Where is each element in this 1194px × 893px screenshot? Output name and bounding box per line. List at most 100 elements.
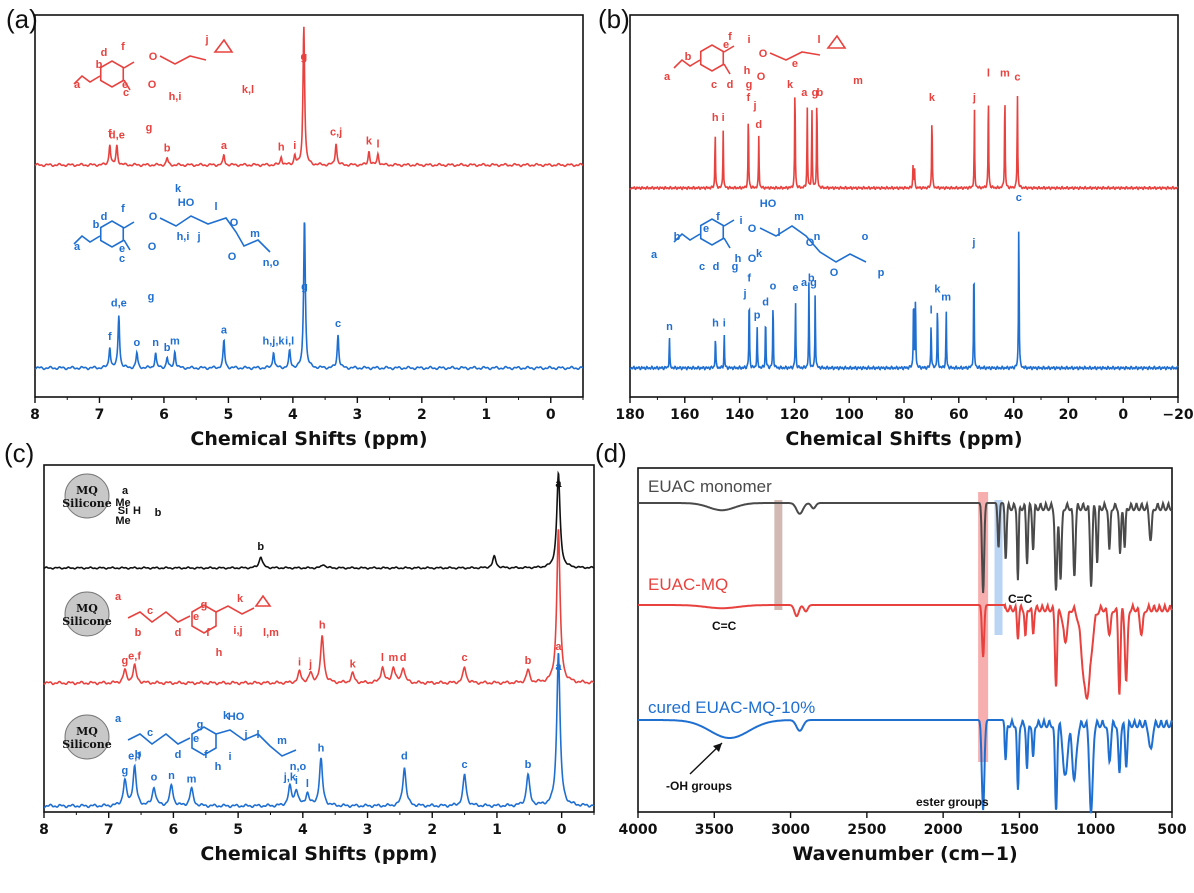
x-tick-label: 7 [95, 407, 105, 423]
x-axis-label: Wavenumber (cm−1) [792, 843, 1017, 865]
x-tick-label: 3 [352, 407, 362, 423]
x-tick-label: 0 [546, 407, 556, 423]
x-tick-label: 120 [780, 407, 809, 423]
structure-label: m [794, 211, 804, 223]
structure-label: e [703, 223, 709, 235]
peak-label: d,e [111, 298, 127, 310]
peak-label: d [755, 119, 762, 131]
spectrum-line-black [43, 470, 595, 570]
structure-label: a [74, 79, 81, 91]
structure-atom: O [228, 251, 237, 263]
plot-frame [629, 14, 1179, 398]
peak-label: i [723, 318, 726, 330]
structure-label: d [727, 79, 734, 91]
annotation-cc: C=C [1008, 592, 1033, 606]
x-tick-label: 20 [1059, 407, 1079, 423]
structure-label: a [664, 71, 671, 83]
peak-label: h [319, 620, 326, 632]
peak-label: m [187, 773, 197, 785]
peak-label: e [792, 58, 798, 70]
peak-label: d [400, 652, 407, 664]
structure-label: h,i [177, 231, 190, 243]
peak-label: n [168, 770, 175, 782]
plot-frame [34, 14, 584, 398]
chain [127, 610, 191, 624]
peak-label: o [133, 337, 140, 349]
x-tick-label: 5 [224, 407, 234, 423]
peak-label: n [666, 321, 673, 333]
structure-atom: O [149, 211, 158, 223]
x-tick-label: 140 [725, 407, 754, 423]
structure-label: m [853, 75, 863, 87]
structure-label: f [206, 627, 210, 639]
structure-label: g [146, 122, 153, 134]
structure-atom: O [748, 253, 757, 265]
silicone-label: Silicone [62, 615, 112, 628]
structure-label: d [101, 211, 108, 223]
x-tick-label: 7 [104, 822, 114, 838]
peak-label: b [525, 655, 532, 667]
chart-b: 180 160 140 120 100 80 60 40 20 0 −20 Chemical Shif… [615, 14, 1194, 450]
peak-label: b [164, 342, 171, 354]
mq-label: MQ [76, 484, 98, 497]
chain [127, 732, 191, 746]
structure-label: n,o [290, 761, 307, 773]
structure-label: g [732, 261, 739, 273]
structure-label: j [752, 100, 756, 112]
peak-label: a [221, 140, 228, 152]
x-tick-label: 160 [670, 407, 699, 423]
x-tick-label: 500 [1157, 822, 1186, 838]
structure-atom: HO [760, 198, 777, 210]
x-tick-label: 3000 [771, 822, 810, 838]
structure-label: a [115, 713, 122, 725]
x-tick-label: −20 [1162, 407, 1193, 423]
peak-label: c [1016, 192, 1022, 204]
panel-label-d: (d) [595, 438, 627, 468]
highlight-band [994, 500, 1003, 635]
structure-label: g [197, 719, 204, 731]
peak-label: l [381, 652, 384, 664]
ir-spectrum-2 [638, 716, 1173, 814]
peak-label: b [808, 272, 815, 284]
structure-label: j [742, 288, 746, 300]
peak-label: e [792, 282, 798, 294]
structure-label: c [699, 261, 705, 273]
structure-atom: O [748, 223, 757, 235]
structure-label: d [101, 47, 108, 59]
structure-label: c [147, 605, 153, 617]
structure-label: e [122, 79, 128, 91]
peak-label: l [306, 778, 309, 790]
peak-label: c [462, 652, 468, 664]
structure-label: h [735, 253, 742, 265]
peak-label: f [747, 92, 751, 104]
ir-spectrum-1 [638, 601, 1173, 701]
x-tick-label: 5 [233, 822, 243, 838]
peak-label: c [462, 759, 468, 771]
structure-label: a [651, 249, 658, 261]
structure-label: b [96, 59, 103, 71]
structure-label: f [204, 749, 208, 761]
structure-label: b [685, 51, 692, 63]
silicone-label: Silicone [62, 497, 112, 510]
structure-label: o [862, 231, 869, 243]
structure-label: k [787, 79, 794, 91]
x-axis-label: Chemical Shifts (ppm) [190, 428, 427, 450]
x-tick-label: 8 [39, 822, 49, 838]
peak-label: o [151, 772, 158, 784]
peak-label: h [712, 112, 719, 124]
peak-label: k [934, 284, 941, 296]
peak-label: e,f [128, 751, 141, 763]
x-tick-label: 0 [557, 822, 567, 838]
peak-label: i,l [285, 336, 294, 348]
structure-atom: O [148, 79, 157, 91]
chain [759, 225, 867, 263]
peak-label: e,f [128, 650, 141, 662]
peak-label: f [108, 128, 112, 140]
structure-label: e [119, 243, 125, 255]
plot-frame [637, 467, 1173, 813]
structure-atom: Me [115, 497, 130, 509]
molecule-structure [73, 60, 135, 91]
